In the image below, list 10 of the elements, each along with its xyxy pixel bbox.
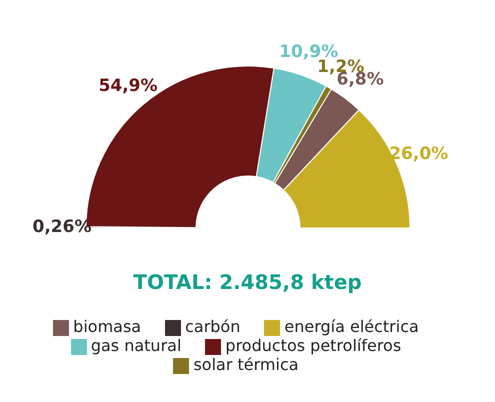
data-label: 0,26% [32,217,92,238]
legend-label: energía eléctrica [284,317,419,336]
legend-label: carbón [185,317,240,336]
data-label: 26,0% [389,144,448,164]
legend-label: productos petrolíferos [225,336,402,355]
data-label: 54,9% [98,76,158,96]
text: TOTAL: 2.485,8 ktep [132,270,363,294]
legend-label: solar térmica [193,355,299,374]
legend-label: gas natural [90,336,182,355]
legend-label: biomasa [73,317,142,336]
